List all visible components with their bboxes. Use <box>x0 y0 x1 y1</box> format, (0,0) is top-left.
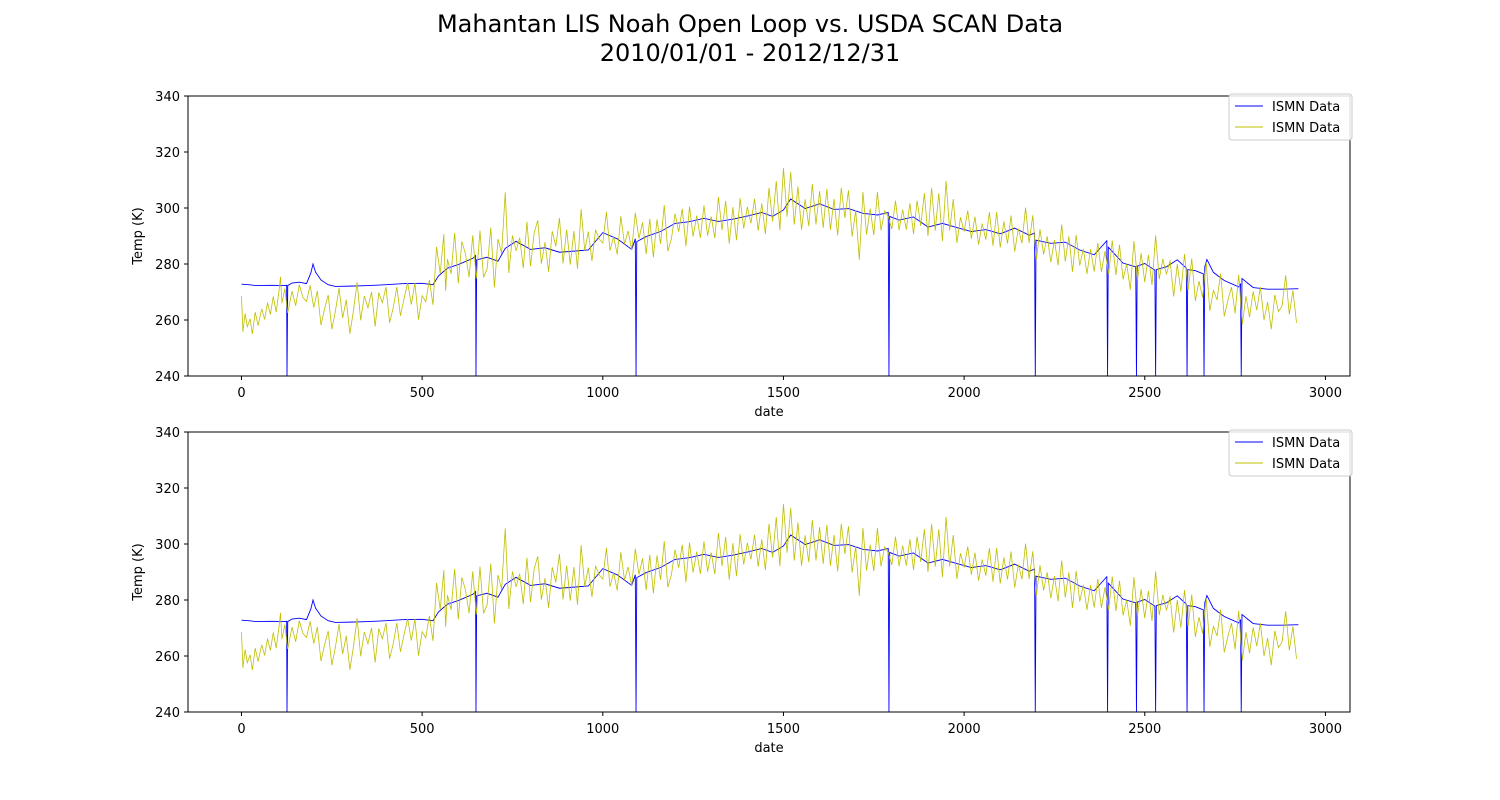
axes-frame <box>187 431 1351 713</box>
x-axis-label: date <box>754 741 783 756</box>
series-line-1 <box>241 198 1299 376</box>
legend-label: ISMN Data <box>1272 121 1340 136</box>
x-tick-label: 2500 <box>1128 386 1161 401</box>
x-tick-label: 0 <box>237 722 245 737</box>
x-tick-label: 3000 <box>1309 386 1342 401</box>
y-tick-label: 260 <box>155 314 180 329</box>
x-tick-label: 1000 <box>586 386 619 401</box>
y-tick-label: 320 <box>155 146 180 161</box>
y-axis-label: Temp (K) <box>131 543 146 601</box>
legend: ISMN Data ISMN Data <box>1228 93 1353 141</box>
y-tick-label: 320 <box>155 482 180 497</box>
y-tick-label: 240 <box>155 706 180 721</box>
figure-title: Mahantan LIS Noah Open Loop vs. USDA SCA… <box>0 10 1500 68</box>
x-tick-label: 1500 <box>767 386 800 401</box>
y-tick-label: 340 <box>155 426 180 441</box>
axes-frame <box>187 95 1351 377</box>
chart-panel-1: 0 500 1000 1500 2000 2500 3000 240 260 280 300 320 3… <box>131 90 1353 420</box>
y-tick-label: 240 <box>155 370 180 385</box>
series-line-1 <box>241 534 1299 712</box>
chart-panel-2: 0 500 1000 1500 2000 2500 3000 240 260 280 300 320 3… <box>131 426 1353 756</box>
x-tick-label: 2000 <box>948 722 981 737</box>
series-line-2 <box>241 503 1297 671</box>
x-tick-label: 0 <box>237 386 245 401</box>
y-tick-label: 260 <box>155 650 180 665</box>
figure-title-line2: 2010/01/01 - 2012/12/31 <box>599 39 901 67</box>
x-tick-label: 3000 <box>1309 722 1342 737</box>
y-tick-label: 280 <box>155 594 180 609</box>
y-tick-label: 300 <box>155 538 180 553</box>
legend-label: ISMN Data <box>1272 100 1340 115</box>
x-tick-label: 2500 <box>1128 722 1161 737</box>
y-tick-label: 340 <box>155 90 180 105</box>
x-tick-label: 500 <box>410 386 435 401</box>
x-tick-label: 1500 <box>767 722 800 737</box>
y-axis-label: Temp (K) <box>131 207 146 265</box>
legend: ISMN Data ISMN Data <box>1228 429 1353 477</box>
y-tick-label: 280 <box>155 258 180 273</box>
legend-label: ISMN Data <box>1272 457 1340 472</box>
y-tick-label: 300 <box>155 202 180 217</box>
x-tick-label: 2000 <box>948 386 981 401</box>
series-line-2 <box>241 167 1297 335</box>
x-tick-label: 500 <box>410 722 435 737</box>
legend-label: ISMN Data <box>1272 436 1340 451</box>
x-tick-label: 1000 <box>586 722 619 737</box>
x-axis-label: date <box>754 405 783 420</box>
figure-title-line1: Mahantan LIS Noah Open Loop vs. USDA SCA… <box>436 10 1064 38</box>
